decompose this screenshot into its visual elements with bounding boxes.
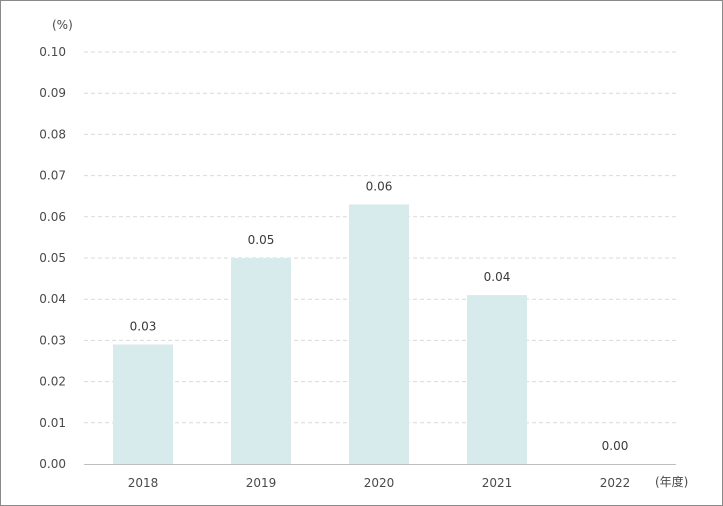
y-tick-label: 0.00 [39, 457, 66, 471]
x-axis-unit: (年度) [655, 474, 688, 489]
y-tick-label: 0.07 [39, 169, 66, 183]
y-tick-label: 0.01 [39, 416, 66, 430]
y-tick-label: 0.10 [39, 45, 66, 59]
x-tick-label: 2022 [600, 476, 631, 490]
data-label-2020: 0.06 [366, 179, 393, 193]
x-tick-label: 2019 [246, 476, 277, 490]
data-label-2019: 0.05 [248, 233, 275, 247]
y-tick-label: 0.03 [39, 333, 66, 347]
x-axis-ticks: 2018 2019 2020 2021 2022 [128, 476, 631, 490]
x-tick-label: 2018 [128, 476, 159, 490]
y-tick-label: 0.09 [39, 86, 66, 100]
y-tick-label: 0.05 [39, 251, 66, 265]
y-tick-label: 0.02 [39, 375, 66, 389]
y-axis-ticks: 0.00 0.01 0.02 0.03 0.04 0.05 0.06 0.07 0.08 0.09… [39, 45, 66, 471]
bar-2021 [467, 295, 527, 464]
bar-2020 [349, 204, 409, 464]
data-label-2022: 0.00 [602, 439, 629, 453]
x-tick-label: 2021 [482, 476, 513, 490]
x-tick-label: 2020 [364, 476, 395, 490]
y-tick-label: 0.06 [39, 210, 66, 224]
data-label-2021: 0.04 [484, 270, 511, 284]
y-tick-label: 0.08 [39, 127, 66, 141]
bars [113, 204, 527, 464]
bar-2019 [231, 258, 291, 464]
y-tick-label: 0.04 [39, 292, 66, 306]
data-label-2018: 0.03 [130, 320, 157, 334]
grid-lines [84, 51, 676, 424]
y-axis-unit: (%) [52, 18, 73, 32]
data-labels: 0.03 0.05 0.06 0.04 0.00 [130, 179, 629, 453]
bar-2018 [113, 344, 173, 464]
